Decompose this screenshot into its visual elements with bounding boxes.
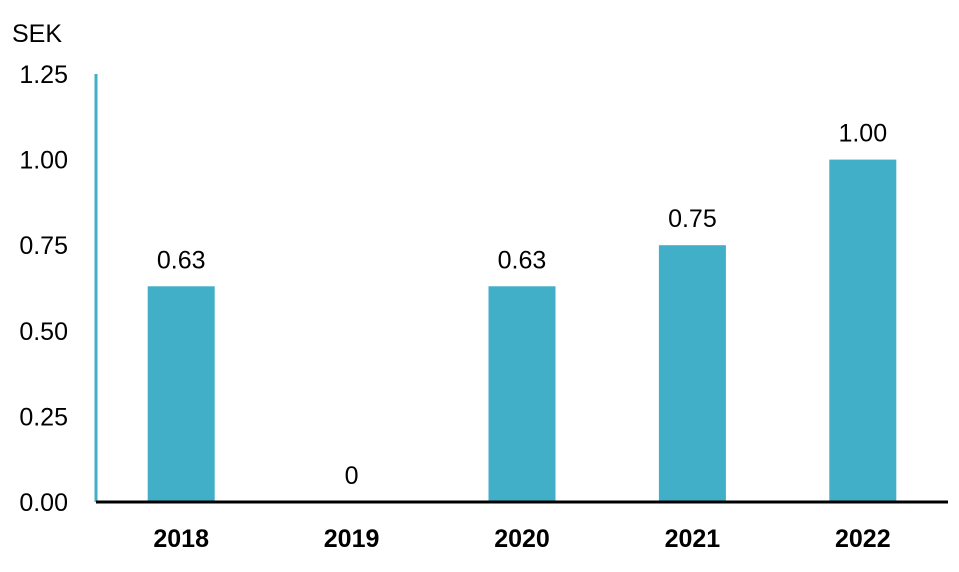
bar-2020: [488, 286, 556, 502]
x-tick-label-2018: 2018: [153, 525, 209, 553]
y-tick-label: 1.00: [19, 147, 68, 175]
bar-2022: [829, 159, 897, 502]
x-tick-label-2022: 2022: [835, 525, 891, 553]
data-label-2018: 0.63: [157, 246, 206, 274]
data-label-2019: 0: [345, 462, 359, 490]
bar-2018: [147, 286, 215, 502]
y-tick-label: 1.25: [19, 61, 68, 89]
y-tick-label: 0.50: [19, 318, 68, 346]
y-axis-ticks: 0.00 0.25 0.50 0.75 1.00 1.25: [19, 61, 68, 517]
data-labels: 0.63 0 0.63 0.75 1.00: [157, 120, 887, 490]
x-tick-label-2020: 2020: [494, 525, 550, 553]
bars: [147, 159, 897, 502]
y-tick-label: 0.00: [19, 489, 68, 517]
bar-2021: [658, 245, 726, 502]
y-axis-unit-label: SEK: [12, 20, 62, 48]
x-axis-labels: 2018 2019 2020 2021 2022: [153, 525, 890, 553]
y-tick-label: 0.25: [19, 403, 68, 431]
data-label-2020: 0.63: [498, 246, 547, 274]
y-tick-label: 0.75: [19, 232, 68, 260]
x-tick-label-2021: 2021: [665, 525, 721, 553]
data-label-2022: 1.00: [838, 120, 887, 148]
x-tick-label-2019: 2019: [324, 525, 380, 553]
data-label-2021: 0.75: [668, 205, 717, 233]
